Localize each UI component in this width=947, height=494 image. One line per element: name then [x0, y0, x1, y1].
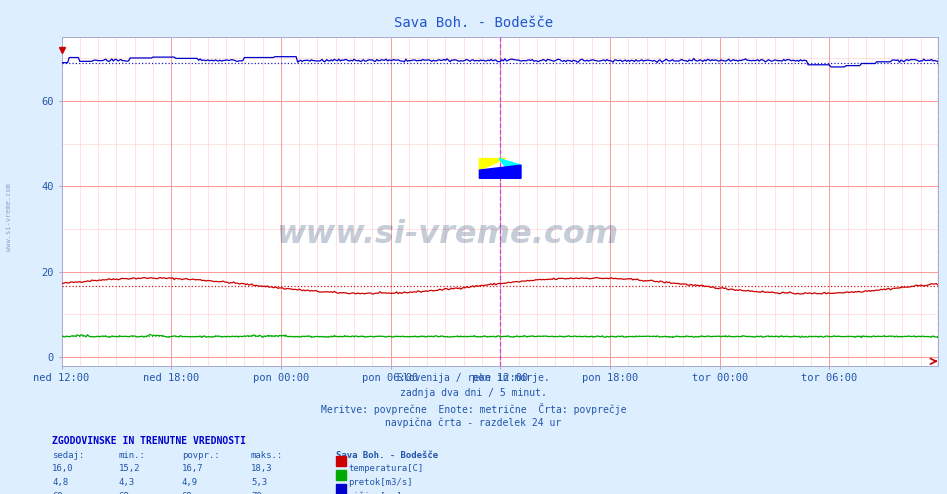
Text: ZGODOVINSKE IN TRENUTNE VREDNOSTI: ZGODOVINSKE IN TRENUTNE VREDNOSTI [52, 436, 246, 446]
Text: 4,8: 4,8 [52, 478, 68, 487]
Text: višina[cm]: višina[cm] [348, 492, 402, 494]
Polygon shape [479, 159, 506, 170]
Text: temperatura[C]: temperatura[C] [348, 464, 423, 473]
Text: min.:: min.: [118, 451, 145, 459]
Text: www.si-vreme.com: www.si-vreme.com [7, 183, 12, 251]
Text: 16,0: 16,0 [52, 464, 74, 473]
Text: navpična črta - razdelek 24 ur: navpična črta - razdelek 24 ur [385, 417, 562, 428]
Text: 15,2: 15,2 [118, 464, 140, 473]
Text: 4,3: 4,3 [118, 478, 134, 487]
Text: Sava Boh. - Bodešče: Sava Boh. - Bodešče [336, 451, 438, 459]
Text: Meritve: povprečne  Enote: metrične  Črta: povprečje: Meritve: povprečne Enote: metrične Črta:… [321, 403, 626, 414]
Polygon shape [499, 159, 521, 170]
Text: www.si-vreme.com: www.si-vreme.com [276, 219, 618, 249]
Text: 68: 68 [118, 492, 129, 494]
Text: maks.:: maks.: [251, 451, 283, 459]
Text: sedaj:: sedaj: [52, 451, 84, 459]
Text: povpr.:: povpr.: [182, 451, 220, 459]
Text: 69: 69 [52, 492, 63, 494]
Text: pretok[m3/s]: pretok[m3/s] [348, 478, 413, 487]
Text: 69: 69 [182, 492, 192, 494]
Text: 18,3: 18,3 [251, 464, 273, 473]
Text: zadnja dva dni / 5 minut.: zadnja dva dni / 5 minut. [400, 388, 547, 398]
Text: Sava Boh. - Bodešče: Sava Boh. - Bodešče [394, 16, 553, 30]
Polygon shape [479, 165, 521, 178]
Text: 4,9: 4,9 [182, 478, 198, 487]
Text: Slovenija / reke in morje.: Slovenija / reke in morje. [397, 373, 550, 383]
Text: 5,3: 5,3 [251, 478, 267, 487]
Text: 16,7: 16,7 [182, 464, 204, 473]
Text: 70: 70 [251, 492, 261, 494]
